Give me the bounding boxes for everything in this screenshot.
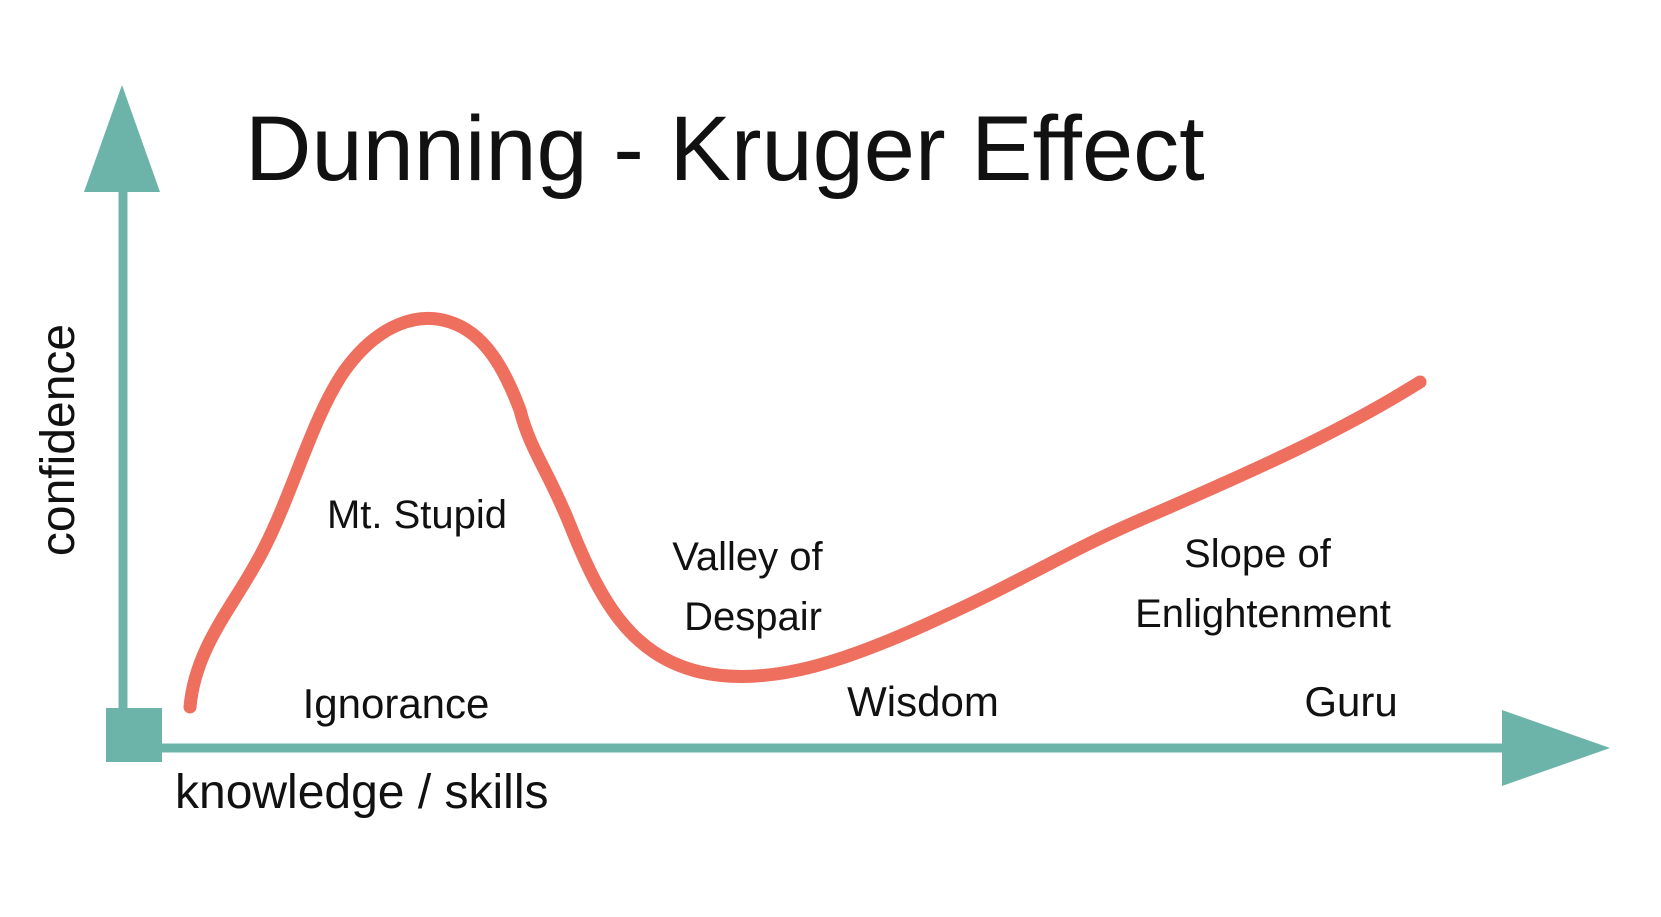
- origin-square: [106, 708, 162, 762]
- diagram-title: Dunning - Kruger Effect: [245, 98, 1205, 200]
- y-axis-arrowhead: [84, 85, 160, 192]
- y-axis-label: confidence: [32, 324, 85, 556]
- x-axis-arrowhead: [1502, 710, 1610, 786]
- level-wisdom-label: Wisdom: [847, 678, 999, 725]
- region-mt-stupid-label: Mt. Stupid: [327, 493, 507, 537]
- level-guru-label: Guru: [1304, 678, 1397, 725]
- region-slope-of-enlightenment-label: Slope of Enlightenment: [1135, 532, 1391, 636]
- level-ignorance-label: Ignorance: [303, 680, 490, 727]
- region-valley-of-despair-label: Valley of Despair: [672, 535, 834, 639]
- x-axis-label: knowledge / skills: [175, 766, 549, 819]
- confidence-curve: [183, 312, 1427, 714]
